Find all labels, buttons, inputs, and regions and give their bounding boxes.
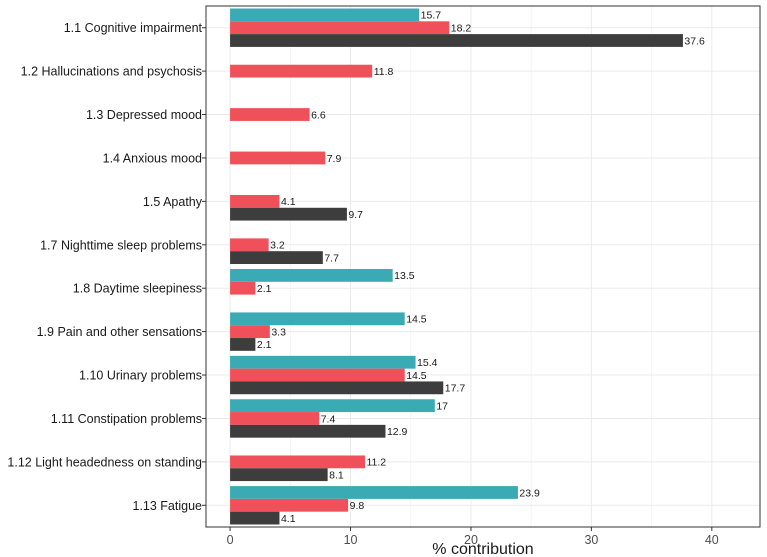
bar (230, 381, 444, 395)
x-tick-label: 20 (464, 533, 478, 547)
bar-value-label: 18.2 (451, 23, 472, 35)
bar-value-label: 15.4 (417, 357, 438, 369)
category-label: 1.5 Apathy (143, 195, 203, 209)
bar-value-label: 7.9 (327, 153, 342, 165)
x-axis-ticks: 0 10 20 30 40 (227, 527, 719, 547)
x-tick-label: 40 (705, 533, 719, 547)
category-label: 1.8 Daytime sleepiness (73, 282, 202, 296)
bar-value-label: 9.7 (348, 209, 363, 221)
category-label: 1.3 Depressed mood (86, 108, 202, 122)
category-label: 1.2 Hallucinations and psychosis (21, 65, 202, 79)
bar (230, 498, 349, 512)
x-tick-label: 0 (227, 533, 234, 547)
category-label: 1.7 Nighttime sleep problems (40, 238, 202, 252)
bar (230, 468, 328, 482)
bar (230, 21, 450, 35)
bar-value-label: 2.1 (257, 283, 272, 295)
data-labels-layer: 15.713.514.515.41723.918.211.86.67.94.13… (257, 10, 705, 525)
bar-value-label: 4.1 (281, 513, 296, 525)
bar (230, 486, 518, 499)
bar-value-label: 7.4 (321, 413, 336, 425)
y-axis-labels: 1.1 Cognitive impairment 1.2 Hallucinatio… (7, 21, 206, 513)
bar-value-label: 6.6 (311, 109, 326, 121)
x-tick-label: 10 (344, 533, 358, 547)
bar (230, 34, 683, 47)
category-label: 1.4 Anxious mood (103, 151, 202, 165)
bar-value-label: 7.7 (324, 252, 339, 264)
category-label: 1.10 Urinary problems (79, 369, 202, 383)
bar (230, 511, 280, 525)
bar-value-label: 13.5 (394, 270, 415, 282)
bar-value-label: 17.7 (445, 383, 466, 395)
bar-value-label: 11.8 (374, 66, 394, 78)
bar-value-label: 3.3 (271, 326, 286, 338)
category-label: 1.1 Cognitive impairment (64, 21, 203, 35)
bar-value-label: 3.2 (270, 240, 285, 252)
bar (230, 207, 347, 221)
plot-panel-border (205, 5, 761, 528)
bar (230, 368, 405, 382)
bar (230, 281, 256, 295)
category-label: 1.11 Constipation problems (51, 412, 202, 426)
bar (230, 325, 270, 339)
bar-value-label: 2.1 (257, 339, 272, 351)
bar-value-label: 37.6 (684, 35, 705, 47)
bar-value-label: 23.9 (519, 487, 540, 499)
bar (230, 251, 323, 264)
category-label: 1.9 Pain and other sensations (37, 325, 202, 339)
bar-value-label: 12.9 (387, 426, 408, 438)
bar-value-label: 9.8 (350, 500, 365, 512)
bar-value-label: 11.2 (366, 457, 386, 469)
bar (230, 194, 280, 208)
bar (230, 412, 320, 425)
bar (230, 8, 420, 22)
bar-value-label: 15.7 (421, 10, 442, 22)
category-label: 1.13 Fatigue (133, 499, 203, 513)
x-axis-title: % contribution (432, 541, 533, 557)
x-tick-label: 30 (584, 533, 598, 547)
bar-value-label: 8.1 (329, 469, 344, 481)
bar (230, 338, 256, 351)
bar (230, 64, 373, 78)
bar (230, 424, 386, 438)
bar (230, 455, 365, 469)
bar-value-label: 14.5 (406, 314, 427, 326)
bars-layer (230, 8, 683, 525)
bar (230, 108, 310, 121)
category-label: 1.12 Light headedness on standing (7, 455, 202, 469)
bar-value-label: 17 (436, 400, 448, 412)
bar-value-label: 4.1 (281, 196, 296, 208)
bar (230, 269, 393, 282)
bar (230, 151, 326, 165)
grid-lines (206, 6, 760, 527)
bar (230, 238, 269, 252)
bar (230, 312, 405, 326)
bar-value-label: 14.5 (406, 370, 427, 382)
bar (230, 355, 416, 369)
bar (230, 399, 435, 413)
